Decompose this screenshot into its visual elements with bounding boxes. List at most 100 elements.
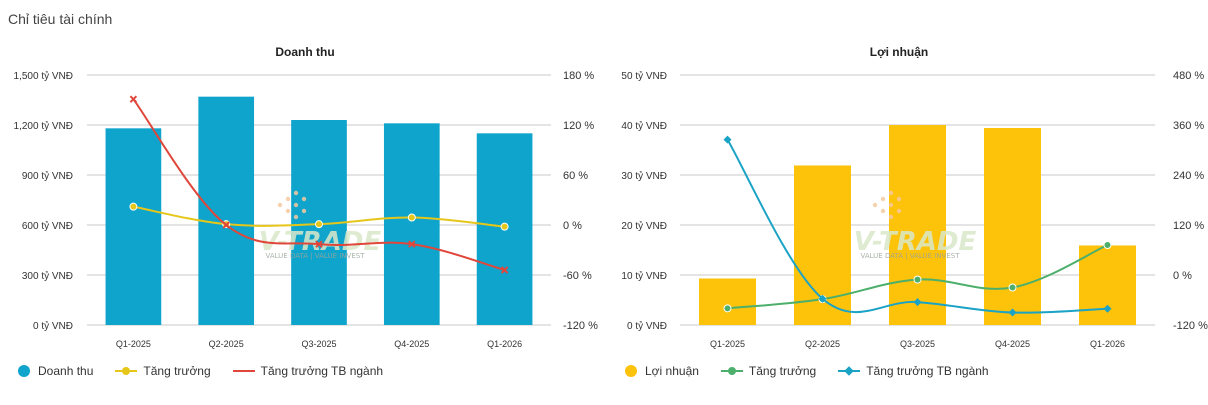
watermark-dot bbox=[888, 214, 894, 220]
profit-chart-title: Lợi nhuận bbox=[869, 45, 929, 59]
line-tang-truong-tb-nganh bbox=[132, 98, 505, 271]
legend-label: Tăng trưởng TB ngành bbox=[260, 364, 384, 378]
x-tick-label: Q3-2025 bbox=[301, 339, 336, 349]
point-tang-truong bbox=[723, 304, 732, 313]
x-tick-label: Q2-2025 bbox=[209, 339, 244, 349]
y-right-tick-label: 60 % bbox=[563, 170, 588, 182]
watermark-dot bbox=[888, 190, 894, 196]
point-tang-truong-tb-nganh bbox=[913, 298, 922, 307]
legend-label: Tăng trưởng bbox=[748, 364, 817, 378]
x-tick-label: Q1-2025 bbox=[116, 339, 151, 349]
watermark-dot bbox=[896, 196, 902, 202]
y-right-tick-label: 480 % bbox=[1173, 70, 1204, 82]
bar-loi-nhuan bbox=[984, 128, 1041, 325]
point-tang-truong bbox=[315, 220, 323, 229]
y-right-tick-label: 120 % bbox=[1173, 220, 1204, 232]
legend-item-doanh-thu[interactable]: Doanh thu bbox=[18, 364, 93, 378]
legend-swatch bbox=[720, 365, 743, 377]
x-tick-label: Q3-2025 bbox=[900, 339, 935, 349]
point-tang-truong bbox=[407, 213, 416, 222]
bar-loi-nhuan bbox=[699, 278, 756, 325]
point-tang-truong bbox=[1103, 241, 1112, 249]
point-tang-truong-tb-nganh bbox=[315, 240, 323, 248]
y-left-tick-label: 300 tỷ VNĐ bbox=[22, 270, 73, 282]
legend-label: Tăng trưởng TB ngành bbox=[866, 364, 989, 378]
watermark-dot bbox=[888, 202, 894, 208]
watermark-brand: V-TRADE bbox=[854, 227, 977, 257]
point-tang-truong bbox=[500, 222, 509, 231]
y-left-tick-label: 0 tỷ VNĐ bbox=[627, 320, 667, 332]
point-tang-truong-tb-nganh bbox=[408, 240, 416, 248]
legend-label: Doanh thu bbox=[38, 364, 94, 378]
y-left-tick-label: 30 tỷ VNĐ bbox=[621, 170, 667, 182]
point-tang-truong-tb-nganh bbox=[1008, 308, 1017, 317]
y-right-tick-label: 240 % bbox=[1173, 170, 1204, 182]
point-tang-truong-tb-nganh bbox=[129, 95, 138, 103]
x-tick-label: Q1-2025 bbox=[710, 339, 745, 349]
legend-swatch bbox=[232, 365, 255, 377]
watermark-dot bbox=[293, 190, 299, 196]
revenue-chart-title: Doanh thu bbox=[275, 45, 335, 59]
legend-swatch bbox=[625, 365, 637, 377]
y-left-tick-label: 20 tỷ VNĐ bbox=[621, 220, 667, 232]
revenue-legend: Doanh thu Tăng trưởng Tăng trưởng TB ngành bbox=[18, 364, 405, 378]
watermark-dot bbox=[880, 208, 886, 214]
legend-item-loi-nhuan[interactable]: Lợi nhuận bbox=[625, 364, 699, 378]
point-tang-truong-tb-nganh bbox=[500, 266, 509, 274]
legend-swatch bbox=[18, 365, 30, 377]
bar-loi-nhuan bbox=[1079, 245, 1136, 325]
legend-item-tang-truong-tb-nganh[interactable]: Tăng trưởng TB ngành bbox=[232, 364, 384, 378]
y-left-tick-label: 10 tỷ VNĐ bbox=[621, 270, 667, 282]
watermark-dot bbox=[293, 214, 299, 220]
bar-doanh-thu bbox=[198, 96, 255, 326]
y-right-tick-label: -120 % bbox=[1173, 320, 1208, 332]
profit-legend: Lợi nhuận Tăng trưởng Tăng trưởng TB ngành bbox=[625, 364, 1011, 378]
line-tang-truong-tb-nganh bbox=[726, 139, 1108, 314]
point-tang-truong bbox=[913, 275, 922, 284]
watermark-tagline: VALUE DATA | VALUE INVEST bbox=[861, 252, 961, 260]
legend-swatch bbox=[115, 365, 138, 377]
y-right-tick-label: 120 % bbox=[563, 120, 594, 132]
y-left-tick-label: 900 tỷ VNĐ bbox=[22, 170, 73, 182]
y-left-tick-label: 1,200 tỷ VNĐ bbox=[14, 120, 73, 132]
legend-item-tang-truong[interactable]: Tăng trưởng bbox=[115, 364, 211, 378]
watermark-tagline: VALUE DATA | VALUE INVEST bbox=[266, 252, 366, 260]
watermark-dot bbox=[301, 196, 307, 202]
point-tang-truong-tb-nganh bbox=[818, 294, 827, 303]
x-tick-label: Q4-2025 bbox=[394, 339, 429, 349]
watermark-dot bbox=[285, 196, 291, 202]
watermark-dot bbox=[277, 202, 283, 208]
legend-swatch bbox=[838, 365, 861, 377]
profit-chart: 0 tỷ VNĐ -120 % 10 tỷ VNĐ 0 % 20 tỷ VNĐ 120 %… bbox=[621, 70, 1208, 349]
x-tick-label: Q1-2026 bbox=[1090, 339, 1125, 349]
section-title: Chỉ tiêu tài chính bbox=[8, 11, 113, 27]
point-tang-truong-tb-nganh bbox=[723, 135, 732, 144]
y-left-tick-label: 600 tỷ VNĐ bbox=[22, 220, 73, 232]
legend-label: Lợi nhuận bbox=[645, 364, 699, 378]
legend-label: Tăng trưởng bbox=[143, 364, 211, 378]
y-right-tick-label: 0 % bbox=[1173, 270, 1192, 282]
watermark-dot bbox=[896, 208, 902, 214]
y-right-tick-label: 360 % bbox=[1173, 120, 1204, 132]
point-tang-truong bbox=[1008, 283, 1017, 292]
watermark-dot bbox=[872, 202, 878, 208]
point-tang-truong-tb-nganh bbox=[1103, 304, 1112, 313]
y-left-tick-label: 1,500 tỷ VNĐ bbox=[14, 70, 73, 82]
legend-item-tang-truong-tb-nganh[interactable]: Tăng trưởng TB ngành bbox=[838, 364, 989, 378]
y-right-tick-label: -120 % bbox=[563, 320, 598, 332]
x-tick-label: Q2-2025 bbox=[805, 339, 840, 349]
y-left-tick-label: 40 tỷ VNĐ bbox=[621, 120, 667, 132]
watermark-dot bbox=[880, 196, 886, 202]
watermark-dot bbox=[293, 202, 299, 208]
bar-loi-nhuan bbox=[889, 125, 946, 325]
bar-doanh-thu bbox=[105, 128, 162, 325]
x-tick-label: Q1-2026 bbox=[487, 339, 522, 349]
y-right-tick-label: 180 % bbox=[563, 70, 594, 82]
legend-item-tang-truong[interactable]: Tăng trưởng bbox=[720, 364, 817, 378]
y-left-tick-label: 0 tỷ VNĐ bbox=[33, 320, 73, 332]
point-tang-truong bbox=[129, 202, 138, 211]
y-right-tick-label: -60 % bbox=[563, 270, 592, 282]
